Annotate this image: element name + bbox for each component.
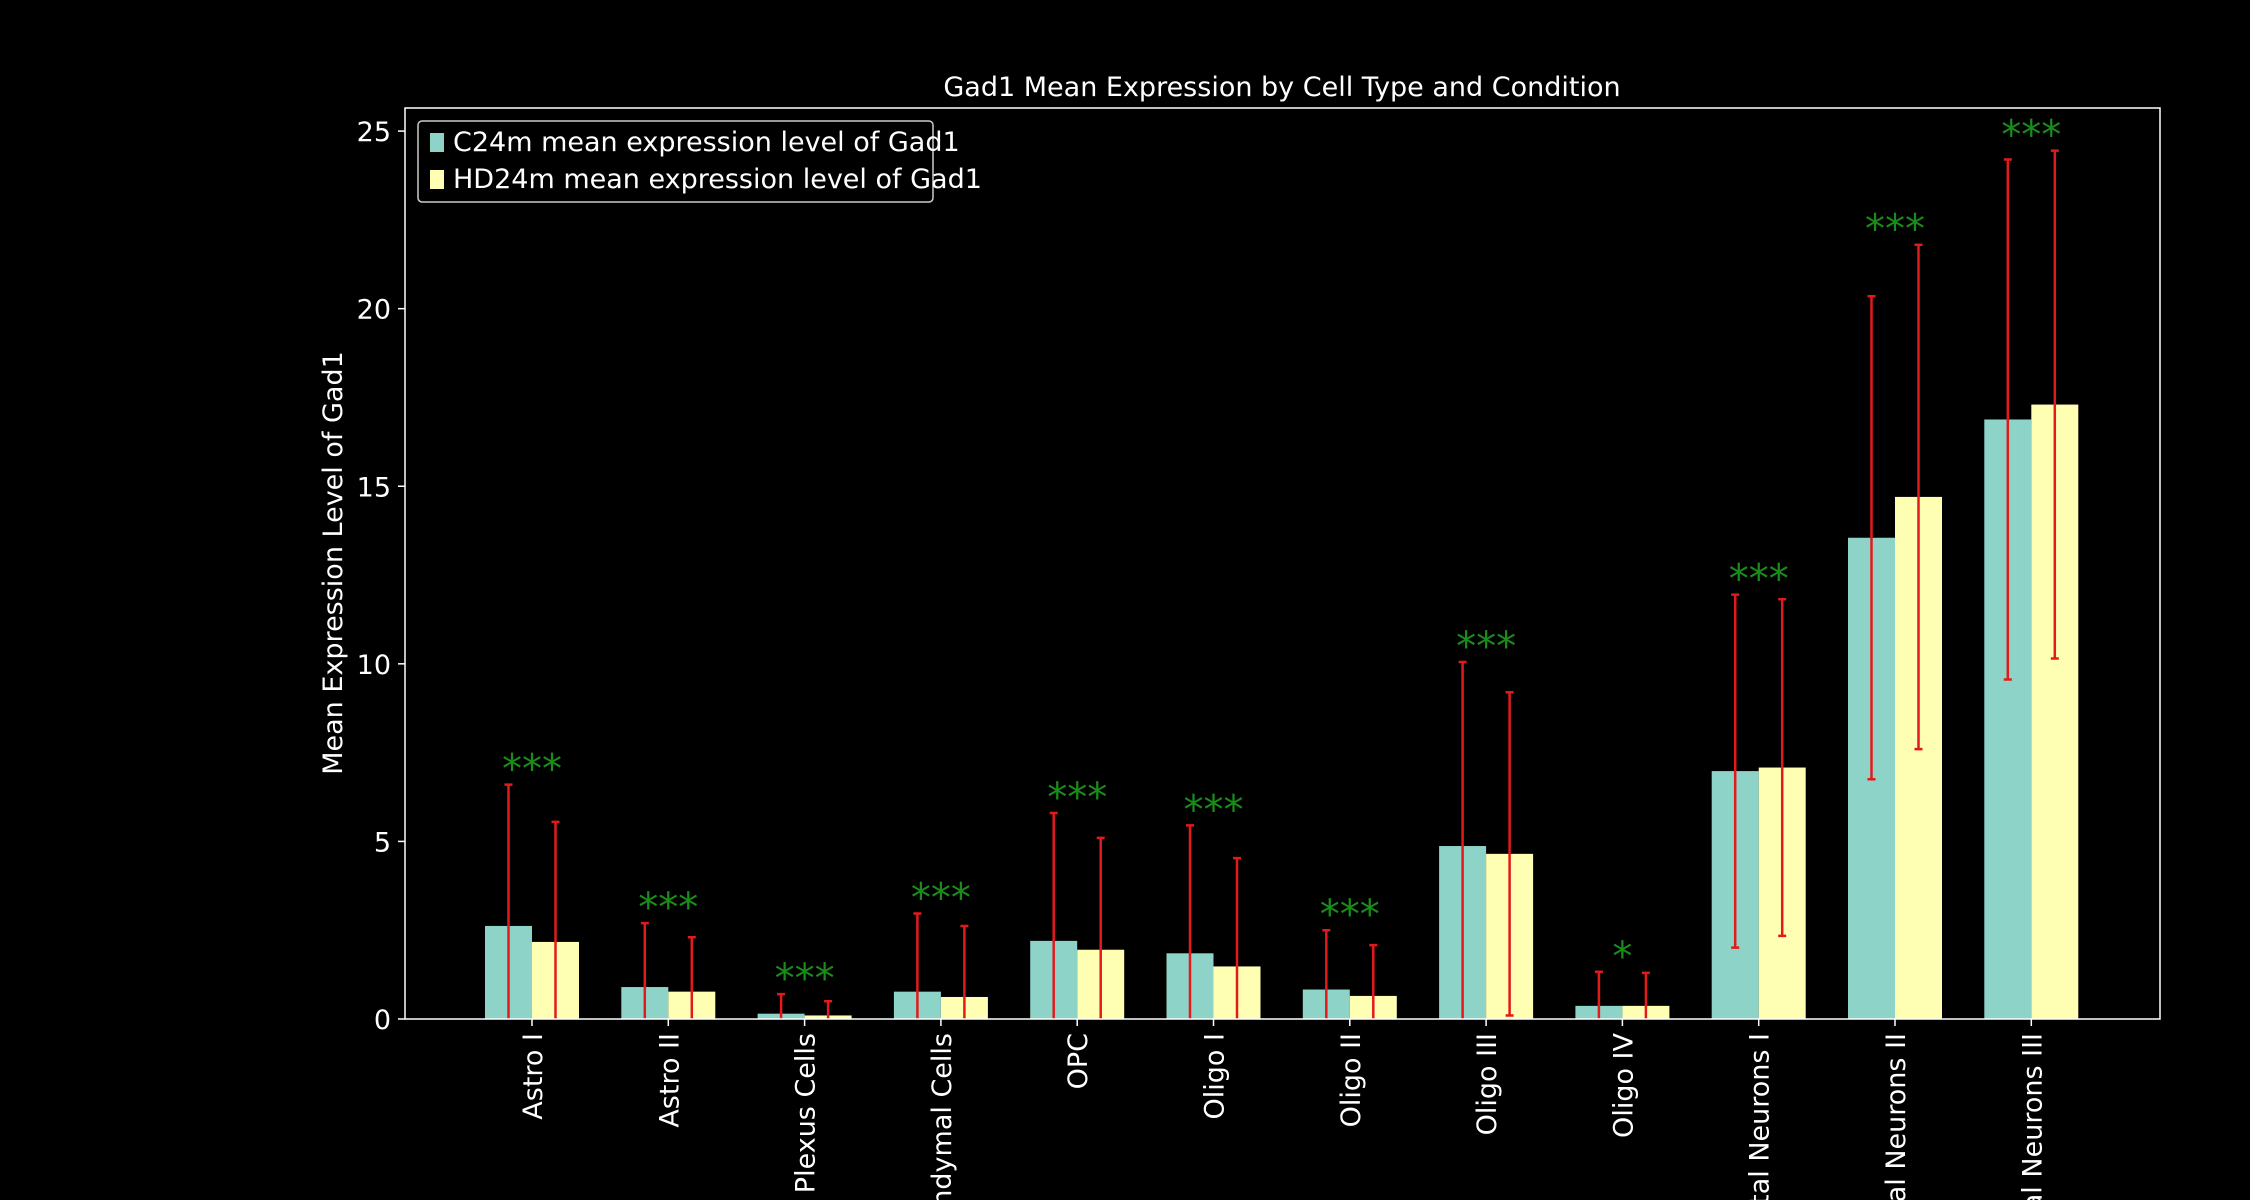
x-tick-label: Oligo IV: [1608, 1032, 1639, 1137]
error-bar: [2003, 158, 2012, 681]
error-bar: [1096, 836, 1105, 1019]
y-tick-label: 10: [357, 650, 391, 681]
x-tick-label: Oligo I: [1200, 1033, 1231, 1119]
x-tick-label: al Neurons II: [1881, 1033, 1912, 1200]
error-bar: [1322, 928, 1331, 1019]
error-bar: [1458, 660, 1467, 1019]
error-bar: [504, 783, 513, 1019]
error-bar: [1049, 811, 1058, 1019]
y-tick-label: 25: [357, 117, 391, 148]
x-tick-label: Astro I: [518, 1033, 549, 1120]
error-bar: [913, 912, 922, 1019]
x-tick-label: al Neurons III: [2017, 1033, 2048, 1200]
significance-label: ***: [1047, 775, 1107, 821]
error-bar: [824, 999, 833, 1019]
x-tick-label: ndymal Cells: [927, 1033, 958, 1200]
significance-label: ***: [1456, 624, 1516, 670]
error-bar: [1594, 970, 1603, 1019]
x-tick-label: tal Neurons I: [1745, 1033, 1776, 1200]
error-bar: [687, 936, 696, 1019]
significance-label: ***: [502, 747, 562, 793]
x-tick-label: Astro II: [654, 1033, 685, 1128]
x-tick-label: Plexus Cells: [791, 1033, 822, 1193]
x-tick-label: Oligo II: [1336, 1033, 1367, 1127]
y-tick-label: 20: [357, 295, 391, 326]
legend-label: HD24m mean expression level of Gad1: [453, 164, 982, 195]
significance-label: ***: [1184, 787, 1244, 833]
y-tick-label: 5: [374, 827, 391, 858]
error-bar: [640, 921, 649, 1019]
significance-label: ***: [1729, 557, 1789, 603]
chart-title: Gad1 Mean Expression by Cell Type and Co…: [943, 72, 1620, 103]
significance-label: ***: [911, 876, 971, 922]
y-tick-label: 0: [374, 1005, 391, 1036]
x-tick-label: OPC: [1063, 1033, 1094, 1089]
significance-label: ***: [1865, 207, 1925, 253]
y-axis-label: Mean Expression Level of Gad1: [318, 351, 349, 775]
y-tick-label: 15: [357, 472, 391, 503]
significance-label: ***: [775, 956, 835, 1002]
error-bar: [1778, 597, 1787, 938]
significance-label: ***: [1320, 892, 1380, 938]
error-bar: [1641, 971, 1650, 1019]
error-bar: [1914, 243, 1923, 751]
significance-label: *: [1612, 934, 1632, 980]
error-bar: [2050, 149, 2059, 660]
error-bar: [1731, 593, 1740, 949]
legend-label: C24m mean expression level of Gad1: [453, 127, 960, 158]
plot-area: [485, 149, 2079, 1019]
legend-box: [417, 120, 934, 203]
error-bar: [1186, 824, 1194, 1019]
plot-frame: [404, 107, 2161, 1020]
error-bar: [1233, 856, 1241, 1019]
error-bar: [960, 924, 969, 1019]
error-bar: [1369, 943, 1378, 1019]
x-tick-label: Oligo III: [1472, 1033, 1503, 1135]
significance-label: ***: [2001, 113, 2061, 159]
legend-swatch: [430, 170, 444, 189]
error-bar: [551, 820, 560, 1019]
error-bar: [1505, 690, 1514, 1017]
legend-swatch: [430, 133, 444, 152]
error-bar: [1867, 294, 1876, 781]
significance-label: ***: [638, 885, 698, 931]
error-bar: [777, 992, 786, 1019]
